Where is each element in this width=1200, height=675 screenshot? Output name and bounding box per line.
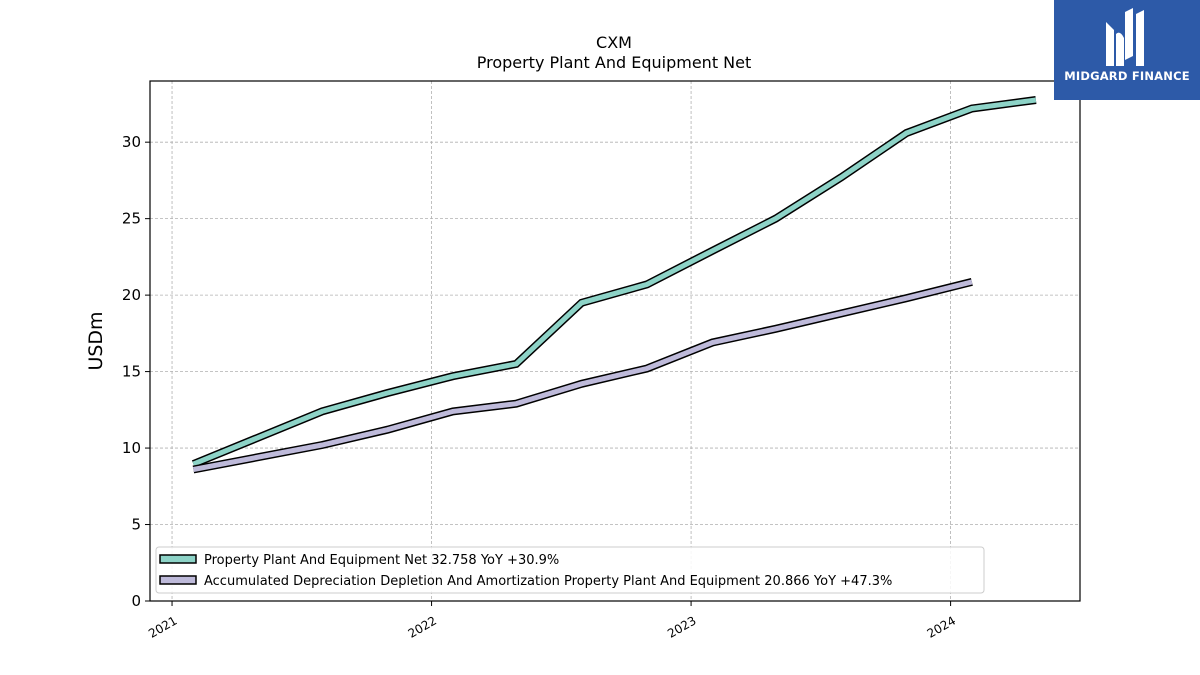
- y-tick-label: 15: [122, 363, 141, 381]
- x-tick-label: 2024: [925, 613, 958, 640]
- y-tick-label: 5: [131, 516, 141, 534]
- legend-label-1: Property Plant And Equipment Net 32.758 …: [204, 553, 559, 568]
- brand-logo: MIDGARD FINANCE: [1054, 0, 1200, 100]
- y-tick-label: 20: [122, 286, 141, 304]
- series-layer: [191, 96, 1037, 474]
- midgard-logo-icon: [1106, 8, 1144, 66]
- legend-swatch-1: [159, 554, 197, 564]
- x-tick-label: 2022: [406, 613, 439, 640]
- y-tick-label: 25: [122, 210, 141, 228]
- series-line-2: [192, 279, 973, 472]
- y-tick-label: 30: [122, 133, 141, 151]
- brand-name: MIDGARD FINANCE: [1064, 69, 1190, 83]
- legend-swatch-2: [159, 575, 197, 585]
- x-tick-label: 2021: [146, 613, 179, 640]
- chart-title: CXM: [596, 33, 632, 52]
- legend-label-2: Accumulated Depreciation Depletion And A…: [204, 574, 892, 589]
- y-tick-label: 0: [131, 592, 141, 610]
- legend: Property Plant And Equipment Net 32.758 …: [155, 546, 985, 594]
- y-tick-label: 10: [122, 439, 141, 457]
- series-line-1: [192, 97, 1037, 467]
- series-outline-1: [191, 96, 1037, 468]
- grid: [150, 81, 1080, 601]
- x-tick-label: 2023: [665, 613, 698, 640]
- plot-frame: [149, 80, 1081, 602]
- y-axis-label: USDm: [85, 311, 107, 370]
- chart-subtitle: Property Plant And Equipment Net: [477, 53, 752, 72]
- legend-box: [155, 546, 985, 594]
